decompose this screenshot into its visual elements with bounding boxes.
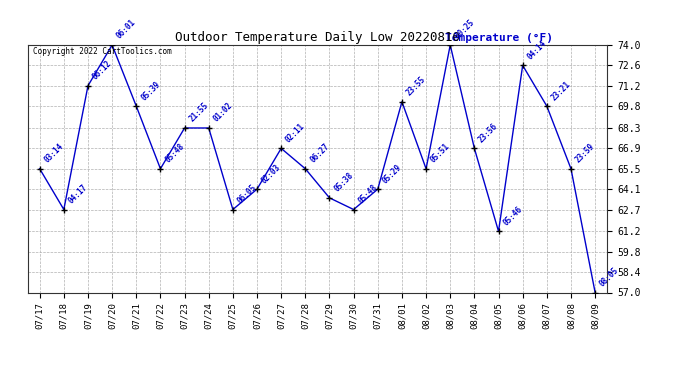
Text: 05:51: 05:51 [429,142,451,165]
Text: Temperature (°F): Temperature (°F) [445,33,553,42]
Text: 05:39: 05:39 [139,79,161,102]
Text: 04:17: 04:17 [67,183,89,206]
Text: 05:48: 05:48 [164,142,186,165]
Text: 03:14: 03:14 [43,142,65,165]
Text: 23:59: 23:59 [574,142,596,165]
Text: 04:14: 04:14 [526,39,548,61]
Text: 10:25: 10:25 [453,18,475,41]
Text: 23:21: 23:21 [550,79,572,102]
Text: 05:46: 05:46 [502,204,524,227]
Text: 06:27: 06:27 [308,142,331,165]
Text: 05:38: 05:38 [333,171,355,194]
Text: 23:56: 23:56 [477,122,500,144]
Text: 08:05: 08:05 [598,266,620,288]
Text: 06:01: 06:01 [115,18,137,41]
Text: 23:55: 23:55 [405,75,427,98]
Text: 02:11: 02:11 [284,122,306,144]
Text: 02:03: 02:03 [260,162,282,185]
Text: 06:12: 06:12 [91,59,113,82]
Text: 06:05: 06:05 [236,183,258,206]
Text: 01:02: 01:02 [212,101,234,124]
Text: 21:55: 21:55 [188,101,210,124]
Text: Copyright 2022 CartToolics.com: Copyright 2022 CartToolics.com [33,48,172,57]
Text: 05:48: 05:48 [357,183,379,206]
Title: Outdoor Temperature Daily Low 20220810: Outdoor Temperature Daily Low 20220810 [175,31,460,44]
Text: 05:29: 05:29 [381,162,403,185]
